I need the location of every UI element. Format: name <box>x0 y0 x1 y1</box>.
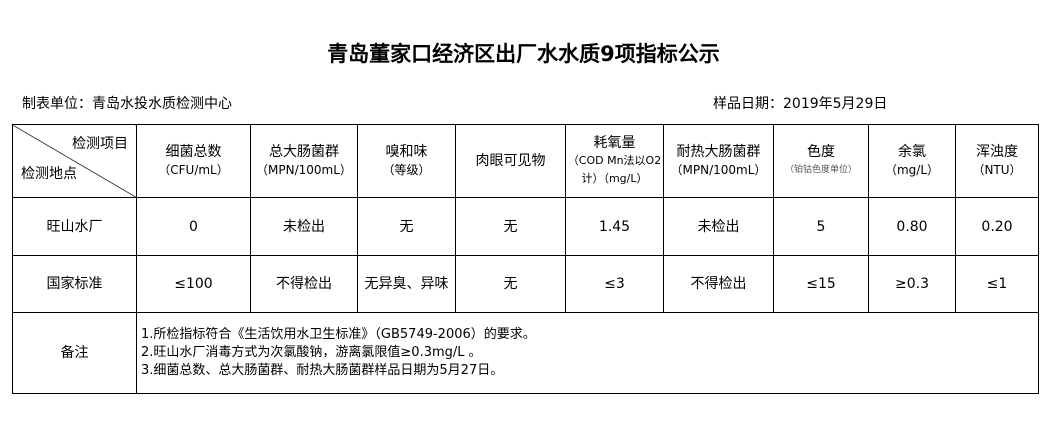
cell: ≤100 <box>136 255 251 313</box>
cell: 无异臭、异味 <box>357 255 456 313</box>
row-label: 国家标准 <box>12 255 137 313</box>
row-label: 旺山水厂 <box>12 197 137 256</box>
cell: ≤1 <box>955 255 1039 313</box>
col-name: 浑浊度 <box>976 144 1018 160</box>
header-row: 检测项目检测地点 细菌总数 （CFU/mL） 总大肠菌群 （MPN/100mL） 嗅… <box>12 124 1039 198</box>
cell: ≤3 <box>565 255 664 313</box>
table-row: 旺山水厂 0 未检出 无 无 1.45 未检出 5 0.80 0.20 <box>12 197 1039 256</box>
cell: ≤15 <box>773 255 869 313</box>
col-name: 余氯 <box>898 144 926 160</box>
note-line: 1.所检指标符合《生活饮用水卫生标准》（GB5749-2006）的要求。 <box>141 327 536 342</box>
col-unit: （MPN/100mL） <box>256 163 352 177</box>
notes-label: 备注 <box>12 312 137 394</box>
col-unit: （mg/L） <box>884 163 940 177</box>
col-name: 嗅和味 <box>385 144 428 160</box>
col-unit: （MPN/100mL） <box>670 163 767 177</box>
col-name: 色度 <box>807 144 835 160</box>
cell: 未检出 <box>250 197 358 256</box>
col-header: 肉眼可见物 <box>455 124 566 198</box>
col-header: 总大肠菌群 （MPN/100mL） <box>250 124 358 198</box>
note-line: 2.旺山水厂消毒方式为次氯酸钠，游离氯限值≥0.3mg/L 。 <box>141 345 482 360</box>
col-name: 肉眼可见物 <box>475 153 546 169</box>
col-name: 耗氧量 <box>593 135 636 151</box>
cell: ≥0.3 <box>868 255 956 313</box>
cell: 1.45 <box>565 197 664 256</box>
cell: 无 <box>455 255 566 313</box>
col-header: 浑浊度 （NTU） <box>955 124 1039 198</box>
cell: 0 <box>136 197 251 256</box>
water-quality-table: 检测项目检测地点 细菌总数 （CFU/mL） 总大肠菌群 （MPN/100mL） 嗅… <box>12 124 1039 394</box>
corner-cell: 检测项目检测地点 <box>12 124 137 198</box>
cell: 未检出 <box>663 197 774 256</box>
col-header: 耗氧量 （COD Mn法以O2计）（mg/L） <box>565 124 664 198</box>
notes-content: 1.所检指标符合《生活饮用水卫生标准》（GB5749-2006）的要求。 2.旺… <box>136 312 1039 394</box>
cell: 5 <box>773 197 869 256</box>
sample-date: 样品日期：2019年5月29日 <box>713 96 888 112</box>
note-line: 3.细菌总数、总大肠菌群、耐热大肠菌群样品日期为5月27日。 <box>141 363 504 378</box>
col-header: 细菌总数 （CFU/mL） <box>136 124 251 198</box>
col-name: 细菌总数 <box>165 144 222 160</box>
col-header: 耐热大肠菌群 （MPN/100mL） <box>663 124 774 198</box>
corner-top: 检测项目 <box>72 136 128 152</box>
cell: 0.20 <box>955 197 1039 256</box>
cell: 无 <box>357 197 456 256</box>
cell: 不得检出 <box>663 255 774 313</box>
col-unit: （等级） <box>382 163 431 177</box>
col-unit: （COD Mn法以O2计）（mg/L） <box>567 154 662 185</box>
col-unit: （CFU/mL） <box>158 163 229 177</box>
issuing-unit: 制表单位：青岛水投水质检测中心 <box>22 96 232 112</box>
cell: 0.80 <box>868 197 956 256</box>
notes-row: 备注 1.所检指标符合《生活饮用水卫生标准》（GB5749-2006）的要求。 … <box>12 312 1039 394</box>
col-unit: （铂钴色度单位） <box>784 165 857 175</box>
table-row: 国家标准 ≤100 不得检出 无异臭、异味 无 ≤3 不得检出 ≤15 ≥0.3… <box>12 255 1039 313</box>
col-header: 色度 （铂钴色度单位） <box>773 124 869 198</box>
cell: 无 <box>455 197 566 256</box>
col-header: 余氯 （mg/L） <box>868 124 956 198</box>
col-unit: （NTU） <box>972 163 1022 177</box>
col-name: 耐热大肠菌群 <box>676 144 761 160</box>
col-name: 总大肠菌群 <box>269 144 339 160</box>
corner-bottom: 检测地点 <box>21 166 77 182</box>
page-title: 青岛董家口经济区出厂水水质9项指标公示 <box>327 42 720 66</box>
col-header: 嗅和味 （等级） <box>357 124 456 198</box>
cell: 不得检出 <box>250 255 358 313</box>
